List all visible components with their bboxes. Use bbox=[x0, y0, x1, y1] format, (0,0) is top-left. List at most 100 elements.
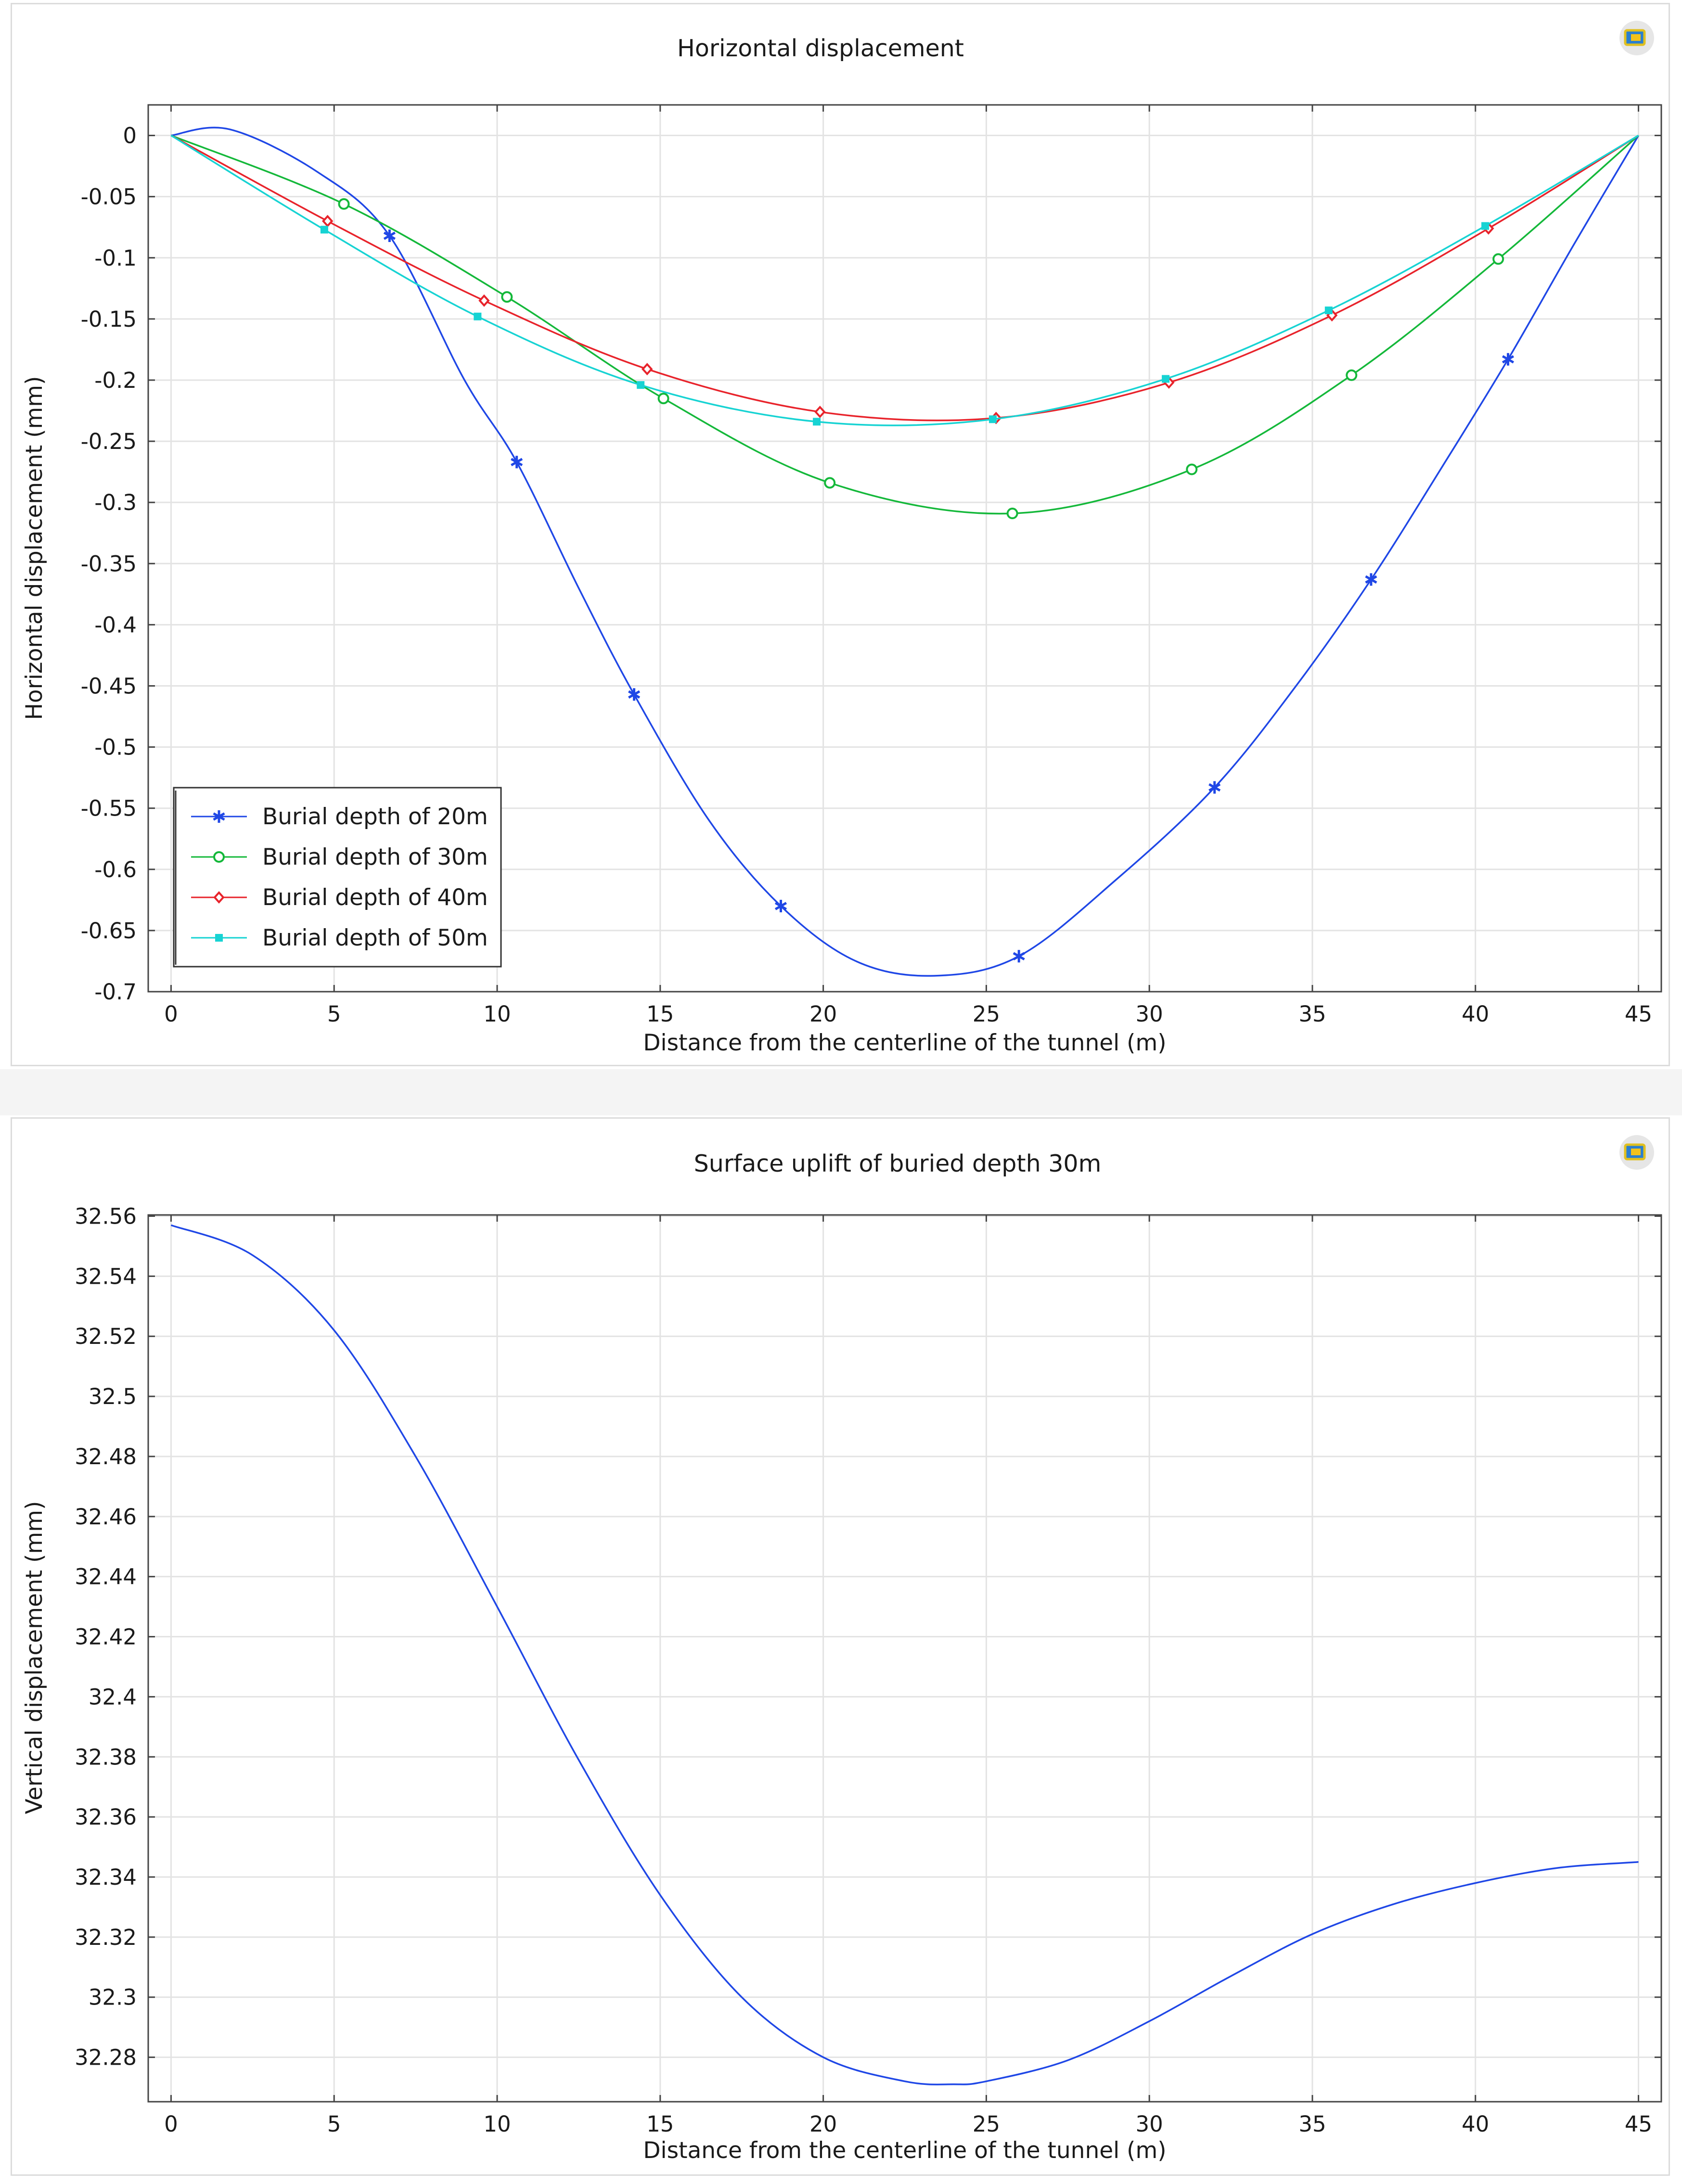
y-tick-label: -0.2 bbox=[94, 368, 137, 393]
x-tick-label: 30 bbox=[1136, 2111, 1163, 2137]
y-tick-label: 32.28 bbox=[75, 2045, 137, 2070]
data-point bbox=[774, 900, 787, 913]
data-point bbox=[338, 198, 350, 210]
data-point bbox=[321, 215, 334, 228]
y-tick-label: 32.32 bbox=[75, 1925, 137, 1950]
data-point bbox=[478, 294, 490, 307]
panel-separator bbox=[0, 1069, 1682, 1115]
series-line bbox=[170, 134, 1639, 515]
y-tick-label: 32.34 bbox=[75, 1865, 137, 1890]
x-tick-label: 0 bbox=[164, 2111, 178, 2137]
data-point bbox=[637, 381, 645, 389]
data-point bbox=[1324, 307, 1333, 315]
x-tick-label: 0 bbox=[164, 1001, 178, 1027]
legend-item: Burial depth of 30m bbox=[191, 844, 488, 870]
x-tick-label: 40 bbox=[1462, 1001, 1489, 1027]
chart-title: Horizontal displacement bbox=[677, 35, 964, 62]
y-tick-label: 32.56 bbox=[75, 1203, 137, 1229]
y-tick-label: 32.52 bbox=[75, 1324, 137, 1349]
legend-marker bbox=[215, 934, 223, 942]
data-point bbox=[1481, 222, 1489, 230]
x-tick-label: 5 bbox=[327, 2111, 341, 2137]
legend-label: Burial depth of 30m bbox=[262, 844, 488, 870]
data-point bbox=[628, 688, 641, 701]
plot-area bbox=[147, 1214, 1662, 2103]
surface-uplift-chart: Surface uplift of buried depth 30m 32.56… bbox=[21, 1135, 1662, 2164]
series-group bbox=[170, 1224, 1639, 2086]
chart-panel-horizontal: Horizontal displacement 0 -0.05 -0.1 -0.15 -… bbox=[11, 3, 1670, 1066]
chart-title: Surface uplift of buried depth 30m bbox=[694, 1150, 1102, 1177]
data-point bbox=[1013, 950, 1025, 963]
x-tick-label: 20 bbox=[809, 2111, 837, 2137]
x-axis-ticks: 0 5 10 15 20 25 30 35 40 45 bbox=[164, 1215, 1652, 2137]
x-tick-label: 25 bbox=[973, 1001, 1000, 1027]
y-tick-label: 32.42 bbox=[75, 1624, 137, 1650]
y-tick-label: 32.5 bbox=[89, 1384, 137, 1409]
y-tick-label: -0.65 bbox=[81, 918, 137, 944]
series-line bbox=[171, 127, 1640, 977]
y-axis-label: Horizontal displacement (mm) bbox=[21, 376, 48, 720]
data-point bbox=[1502, 353, 1515, 366]
data-point bbox=[474, 312, 482, 320]
legend-label: Burial depth of 50m bbox=[262, 925, 488, 951]
x-tick-label: 45 bbox=[1625, 1001, 1652, 1027]
y-tick-label: -0.25 bbox=[81, 429, 137, 454]
data-point bbox=[813, 418, 821, 426]
app-logo-icon bbox=[1619, 1135, 1654, 1170]
app-logo-icon bbox=[1619, 21, 1654, 55]
x-tick-label: 20 bbox=[809, 1001, 837, 1027]
series-line bbox=[170, 135, 1639, 426]
y-tick-label: 32.3 bbox=[89, 1985, 137, 2010]
data-point bbox=[511, 456, 523, 469]
plot-area bbox=[147, 104, 1662, 993]
y-axis-ticks: 0 -0.05 -0.1 -0.15 -0.2 -0.25 -0.3 -0.35 -0.4 -0.… bbox=[81, 123, 1661, 1005]
data-point bbox=[657, 393, 669, 405]
y-tick-label: -0.4 bbox=[94, 612, 137, 638]
data-point bbox=[213, 810, 225, 823]
y-tick-label: 32.44 bbox=[75, 1564, 137, 1590]
data-point bbox=[320, 226, 328, 234]
data-point bbox=[989, 415, 997, 423]
data-point bbox=[501, 291, 513, 303]
data-point bbox=[824, 477, 836, 489]
y-tick-label: -0.5 bbox=[94, 735, 137, 760]
x-tick-label: 35 bbox=[1298, 2111, 1326, 2137]
y-tick-label: 32.36 bbox=[75, 1804, 137, 1830]
legend-item: Burial depth of 40m bbox=[191, 884, 488, 911]
x-tick-label: 10 bbox=[483, 2111, 511, 2137]
y-tick-label: -0.7 bbox=[94, 979, 137, 1005]
y-tick-label: -0.45 bbox=[81, 673, 137, 699]
data-point bbox=[213, 851, 225, 863]
x-tick-label: 35 bbox=[1298, 1001, 1326, 1027]
grid bbox=[148, 1215, 1661, 2102]
legend-item: Burial depth of 50m bbox=[191, 925, 488, 951]
y-tick-label: 0 bbox=[123, 123, 137, 149]
y-tick-label: -0.05 bbox=[81, 184, 137, 210]
legend-marker bbox=[213, 891, 225, 904]
y-tick-label: -0.6 bbox=[94, 857, 137, 882]
series-line bbox=[170, 135, 1639, 421]
chart-panel-vertical: Surface uplift of buried depth 30m 32.56… bbox=[11, 1117, 1670, 2176]
y-tick-label: 32.38 bbox=[75, 1744, 137, 1770]
data-point bbox=[1006, 508, 1018, 520]
x-axis-label: Distance from the centerline of the tunn… bbox=[643, 1030, 1166, 1056]
legend-marker bbox=[213, 851, 225, 863]
y-tick-label: -0.35 bbox=[81, 551, 137, 576]
x-tick-label: 5 bbox=[327, 1001, 341, 1027]
y-tick-label: -0.1 bbox=[94, 245, 137, 271]
y-tick-label: 32.54 bbox=[75, 1264, 137, 1289]
y-tick-label: -0.55 bbox=[81, 796, 137, 821]
y-axis-label: Vertical displacement (mm) bbox=[21, 1501, 48, 1814]
y-tick-label: 32.4 bbox=[89, 1684, 137, 1710]
y-tick-label: -0.3 bbox=[94, 490, 137, 515]
data-point bbox=[1162, 375, 1170, 383]
data-point bbox=[814, 406, 826, 419]
data-point bbox=[1492, 253, 1504, 265]
x-tick-label: 30 bbox=[1136, 1001, 1163, 1027]
x-tick-label: 15 bbox=[646, 2111, 674, 2137]
x-tick-label: 15 bbox=[646, 1001, 674, 1027]
legend: Burial depth of 20m Burial depth of 30m … bbox=[173, 787, 502, 968]
legend-label: Burial depth of 40m bbox=[262, 884, 488, 911]
x-tick-label: 10 bbox=[483, 1001, 511, 1027]
y-tick-label: 32.46 bbox=[75, 1504, 137, 1530]
